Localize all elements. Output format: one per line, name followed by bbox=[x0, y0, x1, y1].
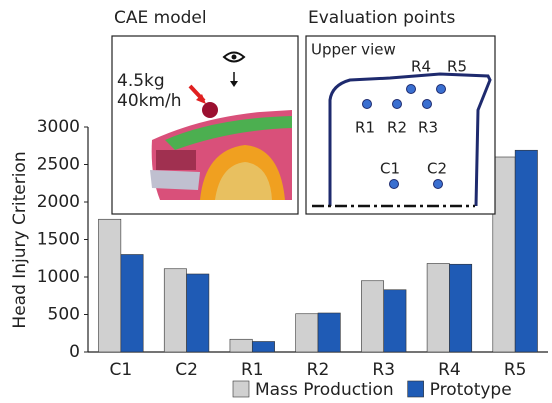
x-tick-label: R2 bbox=[307, 360, 330, 380]
y-axis-label: Head Injury Criterion bbox=[10, 151, 30, 328]
bar bbox=[515, 150, 537, 352]
point-label: R2 bbox=[387, 119, 407, 137]
point-label: R4 bbox=[411, 58, 431, 76]
x-tick-label: R1 bbox=[241, 360, 264, 380]
point-label: R5 bbox=[447, 58, 467, 76]
bar bbox=[252, 342, 274, 353]
point-dot bbox=[423, 100, 432, 109]
inset-title: CAE model bbox=[114, 8, 207, 28]
inset-label: 40km/h bbox=[117, 91, 182, 111]
bar bbox=[361, 281, 383, 352]
bar bbox=[427, 264, 449, 353]
point-dot bbox=[434, 180, 443, 189]
y-tick-label: 1000 bbox=[37, 267, 80, 287]
bar bbox=[449, 264, 471, 352]
point-dot bbox=[437, 85, 446, 94]
bar bbox=[99, 219, 121, 352]
x-tick-label: C2 bbox=[175, 360, 198, 380]
legend-swatch bbox=[408, 381, 424, 397]
bar bbox=[296, 314, 318, 352]
inset-subtitle: Upper view bbox=[311, 41, 396, 59]
point-label: R3 bbox=[418, 119, 438, 137]
x-tick-label: R4 bbox=[438, 360, 461, 380]
bar bbox=[384, 290, 406, 352]
point-label: C2 bbox=[427, 160, 447, 178]
y-tick-label: 3000 bbox=[37, 117, 80, 137]
legend-label: Mass Production bbox=[255, 380, 394, 400]
inset-label: 4.5kg bbox=[117, 71, 165, 91]
point-dot bbox=[363, 100, 372, 109]
chart: Head Injury Criterion 0 500 1000 1500 2000 25… bbox=[0, 0, 552, 403]
legend-swatch bbox=[233, 381, 249, 397]
bar bbox=[230, 339, 252, 352]
bar bbox=[121, 255, 143, 353]
x-tick-label: R5 bbox=[504, 360, 527, 380]
y-tick-label: 2500 bbox=[37, 155, 80, 175]
bar bbox=[164, 269, 186, 352]
insets: CAE model Evaluation points 4.5kg 40km/h… bbox=[112, 8, 495, 214]
bar bbox=[493, 157, 515, 352]
point-dot bbox=[393, 100, 402, 109]
y-tick-label: 500 bbox=[48, 305, 80, 325]
point-label: R1 bbox=[355, 119, 375, 137]
bar bbox=[187, 274, 209, 352]
point-label: C1 bbox=[380, 160, 400, 178]
x-tick-label: C1 bbox=[110, 360, 133, 380]
y-tick-label: 0 bbox=[69, 342, 80, 362]
inset-title: Evaluation points bbox=[308, 8, 455, 28]
y-tick-label: 2000 bbox=[37, 192, 80, 212]
legend: Mass Production Prototype bbox=[233, 380, 512, 400]
x-tick-label: R3 bbox=[372, 360, 395, 380]
y-tick-label: 1500 bbox=[37, 230, 80, 250]
point-dot bbox=[390, 180, 399, 189]
legend-label: Prototype bbox=[430, 380, 512, 400]
bar bbox=[318, 313, 340, 352]
point-dot bbox=[407, 85, 416, 94]
